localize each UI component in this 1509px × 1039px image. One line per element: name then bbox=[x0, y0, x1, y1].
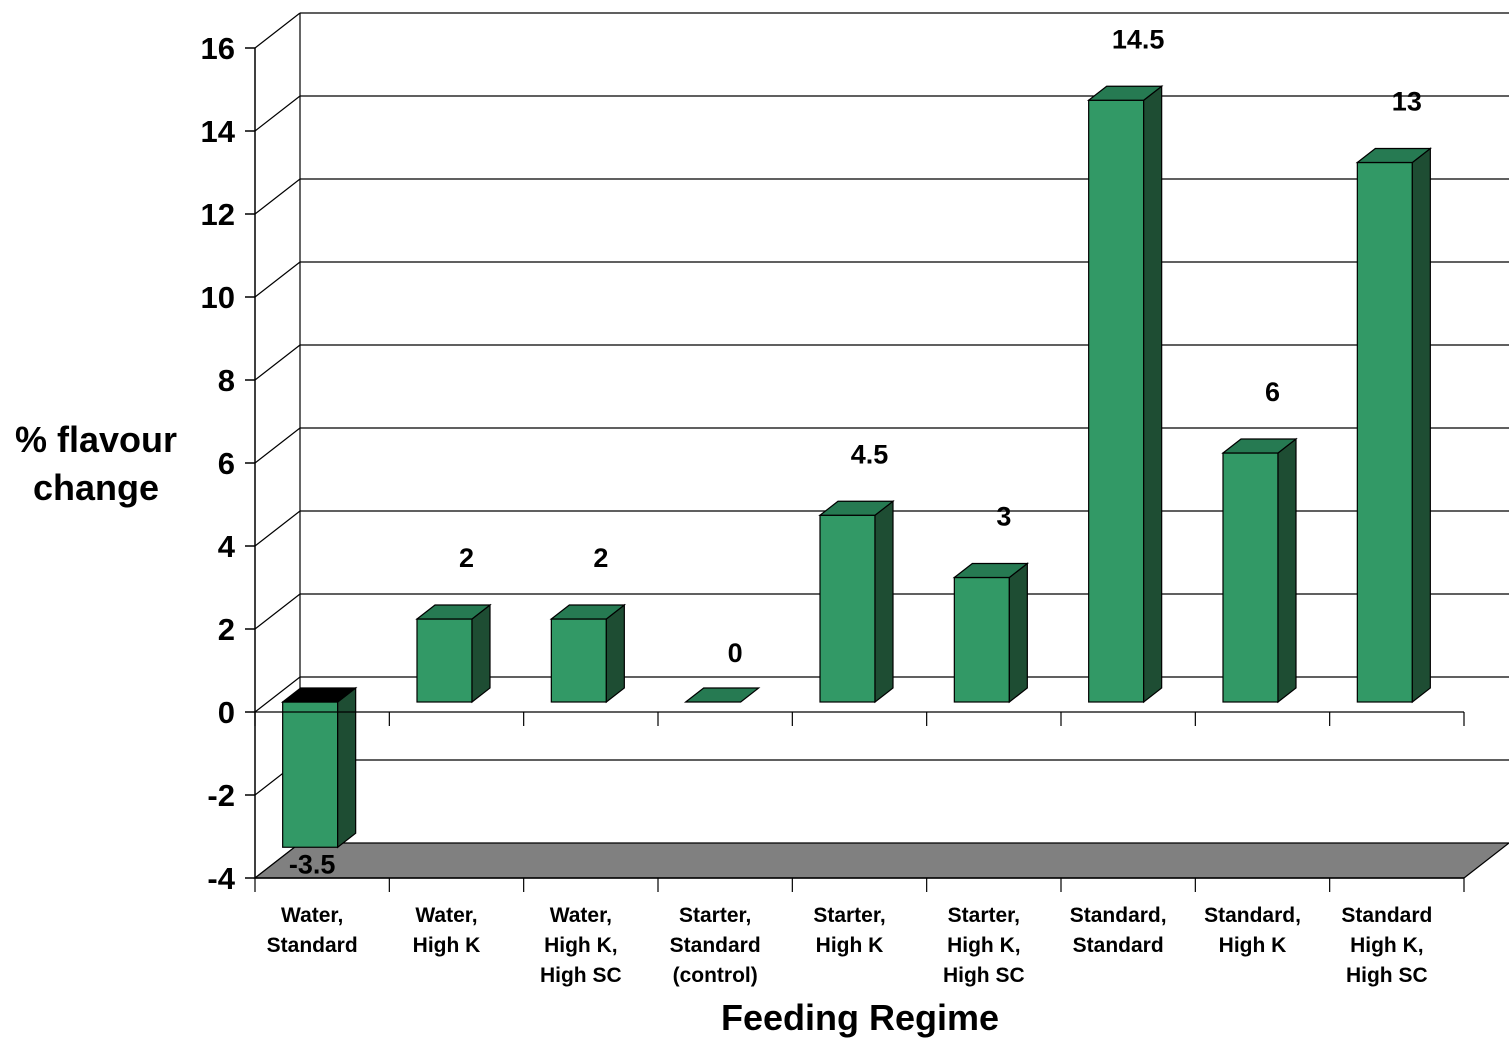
gridline bbox=[254, 95, 1509, 132]
bars bbox=[280, 85, 1433, 849]
bar bbox=[415, 603, 492, 704]
y-tick-label: 0 bbox=[218, 695, 235, 730]
category-label: Starter, High K bbox=[813, 904, 885, 957]
category-label: Starter, High K, High SC bbox=[943, 904, 1025, 987]
bar bbox=[1086, 85, 1164, 704]
axes bbox=[245, 47, 1465, 892]
gridline bbox=[254, 178, 1509, 215]
category-label: Standard, Standard bbox=[1070, 904, 1167, 957]
data-labels: -3.5 2 2 0 4.5 3 14.5 6 13 bbox=[289, 24, 1422, 879]
y-tick-label: 12 bbox=[201, 197, 235, 232]
gridline bbox=[254, 510, 1509, 547]
bar-top bbox=[549, 604, 627, 620]
bar-front bbox=[416, 618, 473, 703]
bar-front bbox=[550, 618, 607, 703]
bar bbox=[1221, 437, 1298, 704]
bar-top bbox=[818, 500, 895, 516]
bar-top bbox=[415, 604, 492, 620]
data-label: 6 bbox=[1265, 377, 1280, 407]
gridline bbox=[254, 261, 1509, 298]
bar-top bbox=[952, 562, 1030, 579]
bar bbox=[818, 500, 895, 704]
bar-top bbox=[1086, 85, 1164, 101]
category-label: Water, High K bbox=[413, 904, 481, 957]
data-label: -3.5 bbox=[289, 849, 336, 879]
gridline bbox=[254, 344, 1509, 381]
y-tick-label: -2 bbox=[207, 778, 235, 813]
y-tick-label: 2 bbox=[218, 612, 235, 647]
data-label: 2 bbox=[593, 543, 608, 573]
y-tick-label: 8 bbox=[218, 363, 235, 398]
y-tick-label: 4 bbox=[218, 529, 236, 564]
y-tick-label: 14 bbox=[201, 114, 236, 149]
bar bbox=[549, 603, 627, 704]
data-label: 14.5 bbox=[1112, 24, 1165, 54]
floor-plane bbox=[253, 842, 1509, 879]
gridline bbox=[254, 427, 1509, 464]
gridlines bbox=[254, 12, 1509, 879]
category-label: Standard High K, High SC bbox=[1341, 904, 1432, 987]
bar bbox=[280, 686, 358, 849]
chart-floor bbox=[253, 842, 1509, 879]
bar-top bbox=[1355, 147, 1433, 164]
bar bbox=[683, 687, 761, 703]
bar-side bbox=[1143, 85, 1163, 704]
bar-front bbox=[1222, 452, 1279, 703]
x-axis-title: Feeding Regime bbox=[721, 997, 999, 1038]
category-labels: Water, Standard Water, High K Water, High K, H… bbox=[267, 904, 1433, 987]
bar-front bbox=[282, 701, 339, 848]
bar-front bbox=[1356, 161, 1413, 703]
gridline bbox=[254, 759, 1509, 796]
category-label: Water, High K, High SC bbox=[540, 904, 622, 987]
bar-side bbox=[471, 603, 491, 704]
data-label: 2 bbox=[459, 543, 474, 573]
data-label: 4.5 bbox=[851, 439, 889, 469]
bar-front bbox=[953, 576, 1010, 703]
category-label: Water, Standard bbox=[267, 904, 358, 957]
y-axis-title: % flavour change bbox=[15, 419, 177, 508]
bar-top bbox=[683, 687, 761, 703]
category-label: Standard, High K bbox=[1204, 904, 1301, 957]
y-tick-label: 6 bbox=[218, 446, 235, 481]
y-tick-label: 16 bbox=[201, 31, 235, 66]
bar-side bbox=[1008, 562, 1028, 704]
gridline bbox=[254, 12, 1509, 49]
bar-side bbox=[605, 603, 625, 704]
bar-side bbox=[1411, 147, 1431, 704]
y-tick-label: -4 bbox=[207, 861, 235, 896]
bar-front bbox=[1088, 99, 1145, 703]
bar-front bbox=[819, 514, 876, 703]
y-tick-labels: -4 -2 0 2 4 6 8 10 12 14 16 bbox=[201, 31, 236, 896]
bar-top bbox=[280, 687, 358, 703]
data-label: 13 bbox=[1392, 87, 1422, 117]
data-label: 0 bbox=[728, 638, 743, 668]
bar-side bbox=[874, 500, 894, 704]
bar-side bbox=[1277, 437, 1297, 704]
bar bbox=[952, 562, 1030, 704]
gridline bbox=[254, 676, 1509, 713]
data-label: 3 bbox=[996, 502, 1011, 532]
bar bbox=[1355, 147, 1433, 704]
gridline bbox=[254, 593, 1509, 630]
y-tick-label: 10 bbox=[201, 280, 235, 315]
bar-top bbox=[1221, 438, 1298, 454]
category-label: Starter, Standard (control) bbox=[670, 904, 761, 987]
